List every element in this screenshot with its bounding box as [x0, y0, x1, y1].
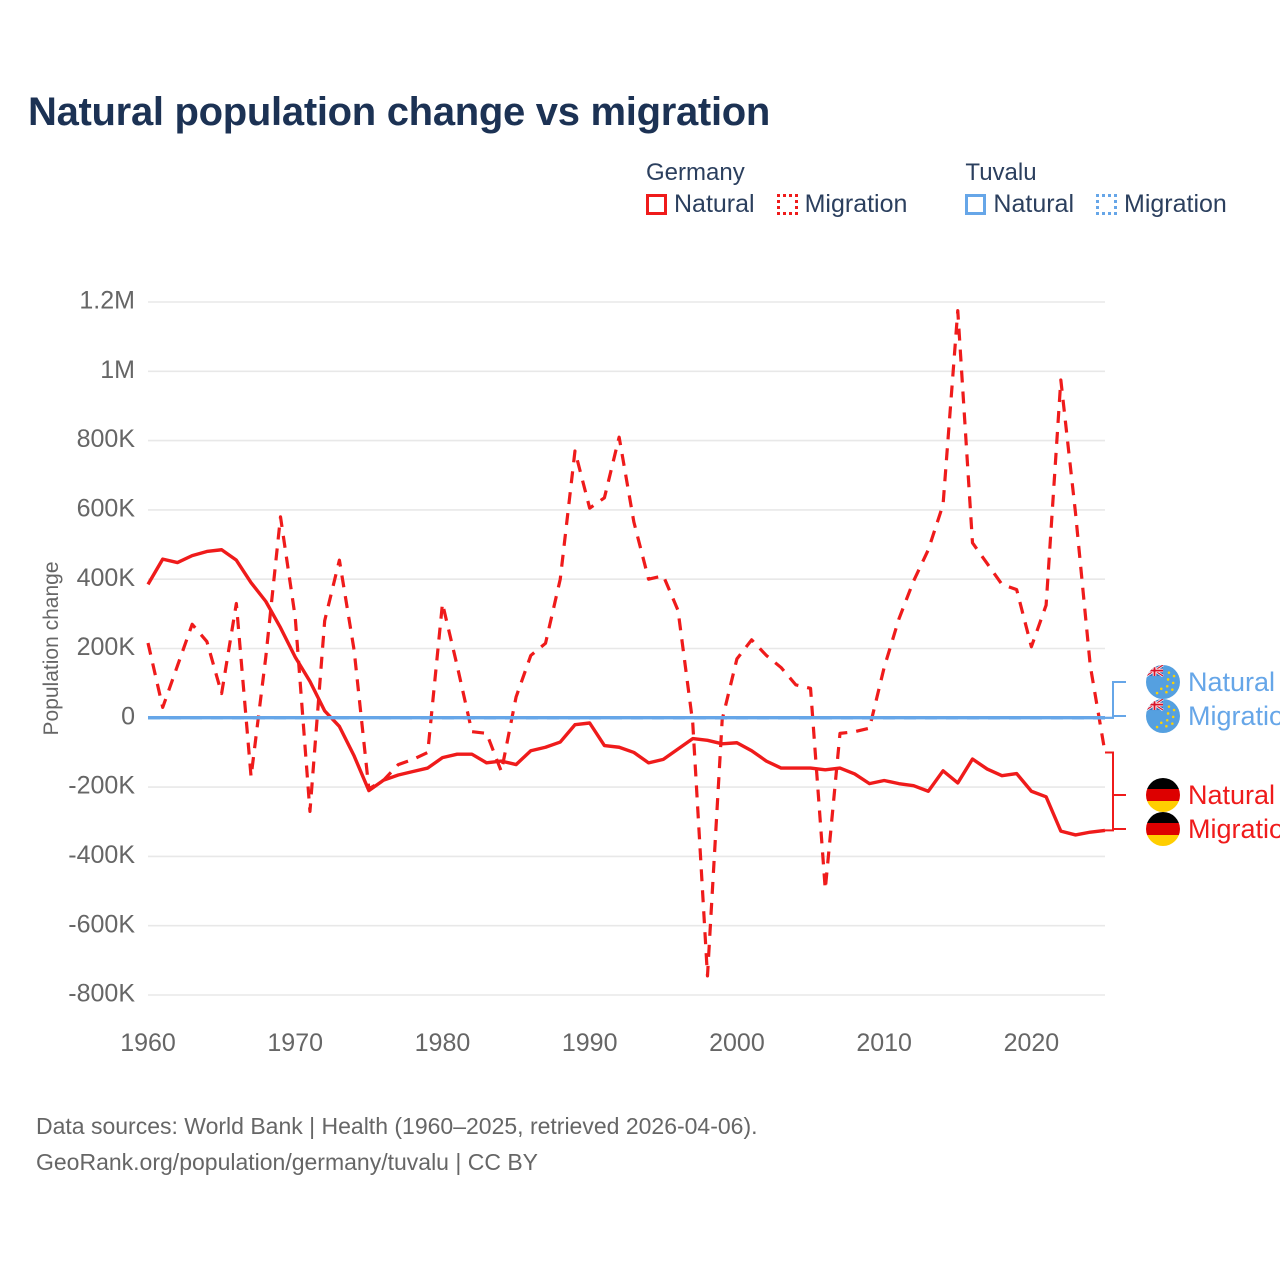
legend-swatch-solid-icon	[646, 194, 667, 215]
end-label-natural-tuvalu[interactable]: Natural	[1146, 665, 1275, 699]
tuvalu-flag-icon	[1146, 665, 1180, 699]
legend-swatch-dotted-icon	[776, 194, 798, 215]
legend-item-label: Natural	[674, 190, 755, 218]
germany-flag-icon	[1146, 778, 1180, 812]
page-title: Natural population change vs migration	[28, 90, 771, 134]
end-label-migration-germany[interactable]: Migration	[1146, 812, 1280, 846]
legend-item-tuvalu-natural[interactable]: Natural	[965, 192, 1074, 217]
legend-item-label: Migration	[804, 190, 908, 218]
legend-item-germany-natural[interactable]: Natural	[646, 192, 755, 217]
tuvalu-flag-icon	[1146, 699, 1180, 733]
legend-item-tuvalu-migration[interactable]: Migration	[1096, 192, 1227, 217]
footer-attribution: Data sources: World Bank | Health (1960–…	[36, 1108, 758, 1180]
end-label-text: Natural	[1188, 780, 1276, 810]
germany-flag-icon	[1146, 812, 1180, 846]
end-label-migration-tuvalu[interactable]: Migration	[1146, 699, 1280, 733]
end-label-text: Natural	[1188, 667, 1276, 697]
legend-group-germany: Germany Natural Migration	[646, 160, 907, 217]
legend-country-label: Tuvalu	[965, 159, 1037, 186]
chart-legend: Germany Natural Migration Tuvalu Natural	[646, 160, 1227, 217]
footer-line-url[interactable]: GeoRank.org/population/germany/tuvalu | …	[36, 1149, 539, 1175]
end-label-natural-germany[interactable]: Natural	[1146, 778, 1275, 812]
end-label-text: Migration	[1188, 814, 1280, 844]
legend-group-tuvalu: Tuvalu Natural Migration	[965, 159, 1227, 217]
legend-country-label: Germany	[646, 159, 745, 186]
legend-swatch-dotted-icon	[1096, 194, 1118, 215]
legend-item-label: Natural	[993, 190, 1075, 218]
legend-item-label: Migration	[1124, 190, 1227, 218]
end-label-text: Migration	[1188, 701, 1280, 731]
legend-item-germany-migration[interactable]: Migration	[776, 190, 908, 218]
footer-line-sources: Data sources: World Bank | Health (1960–…	[36, 1113, 758, 1139]
legend-swatch-solid-icon	[965, 194, 987, 215]
